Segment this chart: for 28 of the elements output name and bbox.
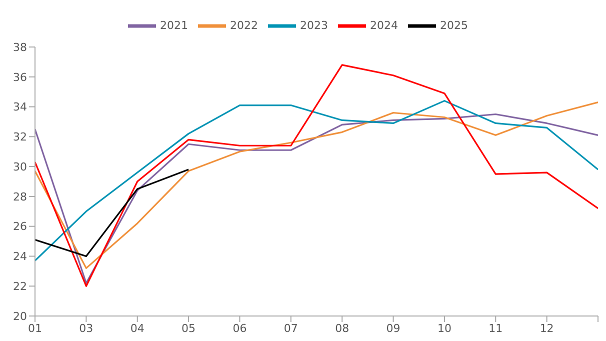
x-tick-label: 11 [488, 322, 503, 335]
legend-label: 2022 [230, 19, 258, 32]
y-tick-label: 30 [13, 160, 27, 174]
y-tick-label: 32 [13, 130, 27, 144]
y-tick-label: 20 [13, 310, 27, 323]
legend-label: 2024 [370, 19, 398, 32]
y-tick-label: 36 [13, 70, 27, 84]
y-tick-label: 22 [13, 280, 27, 294]
legend-label: 2025 [440, 19, 468, 32]
y-tick-label: 28 [13, 190, 27, 204]
legend-label: 2023 [300, 19, 328, 32]
y-tick-label: 24 [13, 250, 27, 264]
x-tick-label: 09 [386, 322, 400, 335]
x-tick-label: 12 [540, 322, 554, 335]
y-tick-label: 34 [13, 100, 27, 114]
x-tick-label: 10 [437, 322, 452, 335]
x-tick-label: 07 [284, 322, 298, 335]
y-tick-label: 38 [13, 40, 27, 54]
x-tick-label: 01 [28, 322, 42, 335]
x-tick-label: 08 [335, 322, 350, 335]
x-tick-label: 04 [130, 322, 144, 335]
line-series [35, 168, 190, 258]
x-tick-label: 03 [79, 322, 94, 335]
legend-label: 2021 [160, 19, 188, 32]
x-tick-label: 06 [232, 322, 247, 335]
line-series [35, 64, 598, 287]
y-tick-label: 26 [13, 220, 27, 234]
x-tick-label: 05 [182, 322, 196, 335]
